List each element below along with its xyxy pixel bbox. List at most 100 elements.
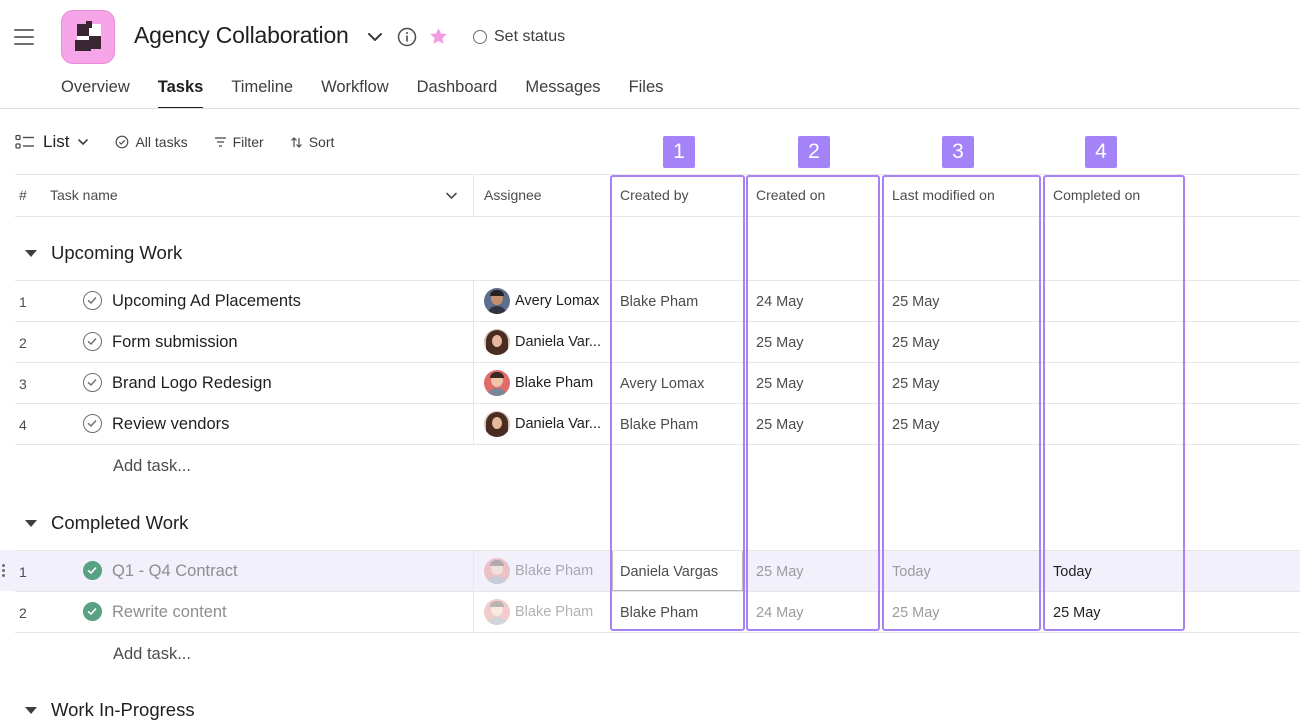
- assignee-cell[interactable]: Blake Pham: [484, 558, 609, 584]
- tab-messages[interactable]: Messages: [525, 78, 601, 96]
- tab-tasks[interactable]: Tasks: [157, 78, 203, 109]
- column-header-completed-on[interactable]: Completed on: [1053, 187, 1141, 203]
- section-title: Work In-Progress: [51, 699, 195, 720]
- task-name[interactable]: Brand Logo Redesign: [112, 374, 272, 392]
- complete-task-checkbox[interactable]: [83, 291, 102, 310]
- project-logo-icon: [61, 10, 115, 64]
- column-header-last-modified-on[interactable]: Last modified on: [892, 187, 995, 203]
- created-on-value: 25 May: [756, 417, 804, 433]
- assignee-name: Blake Pham: [515, 375, 594, 391]
- task-name[interactable]: Q1 - Q4 Contract: [112, 562, 238, 580]
- assignee-name: Blake Pham: [515, 563, 594, 579]
- completed-on-value: Today: [1053, 564, 1092, 580]
- section-title: Completed Work: [51, 512, 189, 533]
- grid-line: [15, 216, 1300, 217]
- last-modified-value: 25 May: [892, 417, 940, 433]
- sort-icon: [290, 136, 302, 148]
- column-header-number: #: [19, 187, 27, 203]
- task-name[interactable]: Rewrite content: [112, 603, 227, 621]
- task-name[interactable]: Review vendors: [112, 415, 230, 433]
- completed-task-checkbox[interactable]: [83, 602, 102, 621]
- row-number: 1: [19, 294, 27, 310]
- row-number: 2: [19, 335, 27, 351]
- complete-task-checkbox[interactable]: [83, 373, 102, 392]
- tab-overview[interactable]: Overview: [61, 78, 130, 96]
- annotation-badge-3: 3: [942, 136, 974, 168]
- tabs-divider: [0, 108, 1300, 109]
- grid-line: [15, 444, 1300, 445]
- assignee-cell[interactable]: Avery Lomax: [484, 288, 609, 314]
- column-header-created-by[interactable]: Created by: [620, 187, 689, 203]
- set-status-label: Set status: [494, 28, 566, 45]
- all-tasks-button[interactable]: All tasks: [115, 134, 188, 150]
- add-task-button[interactable]: Add task...: [113, 457, 191, 475]
- avatar: [484, 288, 510, 314]
- column-divider: [473, 550, 474, 632]
- drag-handle-icon[interactable]: [2, 564, 6, 578]
- grid-line: [15, 321, 1300, 322]
- section-header-work-in-progress[interactable]: Work In-Progress: [25, 699, 195, 721]
- filter-button[interactable]: Filter: [214, 134, 264, 150]
- assignee-name: Blake Pham: [515, 604, 594, 620]
- completed-on-value: 25 May: [1053, 605, 1101, 621]
- column-header-assignee[interactable]: Assignee: [484, 187, 542, 203]
- assignee-name: Avery Lomax: [515, 293, 600, 309]
- check-circle-icon: [116, 135, 129, 149]
- assignee-cell[interactable]: Daniela Var...: [484, 411, 609, 437]
- created-on-value: 24 May: [756, 294, 804, 310]
- avatar: [484, 599, 510, 625]
- last-modified-value: 25 May: [892, 376, 940, 392]
- filter-label: Filter: [232, 134, 264, 150]
- project-title[interactable]: Agency Collaboration: [134, 22, 349, 48]
- created-by-value[interactable]: Blake Pham: [620, 605, 699, 621]
- section-header-completed-work[interactable]: Completed Work: [25, 512, 188, 534]
- created-by-value[interactable]: Daniela Vargas: [620, 564, 719, 580]
- grid-line: [15, 174, 1300, 175]
- view-toolbar: List All tasks Filter Sort: [15, 131, 360, 153]
- assignee-cell[interactable]: Daniela Var...: [484, 329, 609, 355]
- filter-icon: [214, 137, 226, 147]
- assignee-cell[interactable]: Blake Pham: [484, 370, 609, 396]
- grid-line: [15, 362, 1300, 363]
- sort-button[interactable]: Sort: [290, 134, 334, 150]
- project-tabs: Overview Tasks Timeline Workflow Dashboa…: [61, 78, 691, 109]
- complete-task-checkbox[interactable]: [83, 414, 102, 433]
- tab-timeline[interactable]: Timeline: [231, 78, 294, 96]
- caret-down-icon: [25, 249, 37, 257]
- assignee-name: Daniela Var...: [515, 416, 601, 432]
- section-header-upcoming-work[interactable]: Upcoming Work: [25, 242, 182, 264]
- grid-line: [15, 550, 1300, 551]
- task-name[interactable]: Form submission: [112, 333, 238, 351]
- created-by-value[interactable]: Avery Lomax: [620, 376, 705, 392]
- tab-files[interactable]: Files: [628, 78, 664, 96]
- grid-line: [15, 280, 1300, 281]
- chevron-down-icon[interactable]: [445, 189, 458, 202]
- last-modified-value: 25 May: [892, 335, 940, 351]
- complete-task-checkbox[interactable]: [83, 332, 102, 351]
- task-name[interactable]: Upcoming Ad Placements: [112, 292, 301, 310]
- chevron-down-icon[interactable]: [366, 28, 384, 46]
- created-by-value[interactable]: Blake Pham: [620, 417, 699, 433]
- main-menu-icon[interactable]: [14, 28, 34, 46]
- assignee-cell[interactable]: Blake Pham: [484, 599, 609, 625]
- list-view-icon: [15, 134, 34, 149]
- set-status-button[interactable]: Set status: [473, 27, 565, 47]
- view-switcher-label: List: [43, 132, 70, 151]
- column-header-task-name[interactable]: Task name: [50, 187, 118, 203]
- all-tasks-label: All tasks: [135, 134, 188, 150]
- completed-task-checkbox[interactable]: [83, 561, 102, 580]
- tab-dashboard[interactable]: Dashboard: [416, 78, 498, 96]
- annotation-frame-last-modified-on: [882, 175, 1041, 631]
- status-circle-icon: [473, 30, 487, 44]
- info-icon[interactable]: [397, 27, 417, 47]
- annotation-badge-1: 1: [663, 136, 695, 168]
- tab-workflow[interactable]: Workflow: [321, 78, 389, 96]
- assignee-name: Daniela Var...: [515, 334, 601, 350]
- star-icon[interactable]: [428, 26, 449, 47]
- add-task-button[interactable]: Add task...: [113, 645, 191, 663]
- column-header-created-on[interactable]: Created on: [756, 187, 826, 203]
- avatar: [484, 411, 510, 437]
- created-by-value[interactable]: Blake Pham: [620, 294, 699, 310]
- view-switcher-button[interactable]: List: [15, 132, 89, 152]
- avatar: [484, 370, 510, 396]
